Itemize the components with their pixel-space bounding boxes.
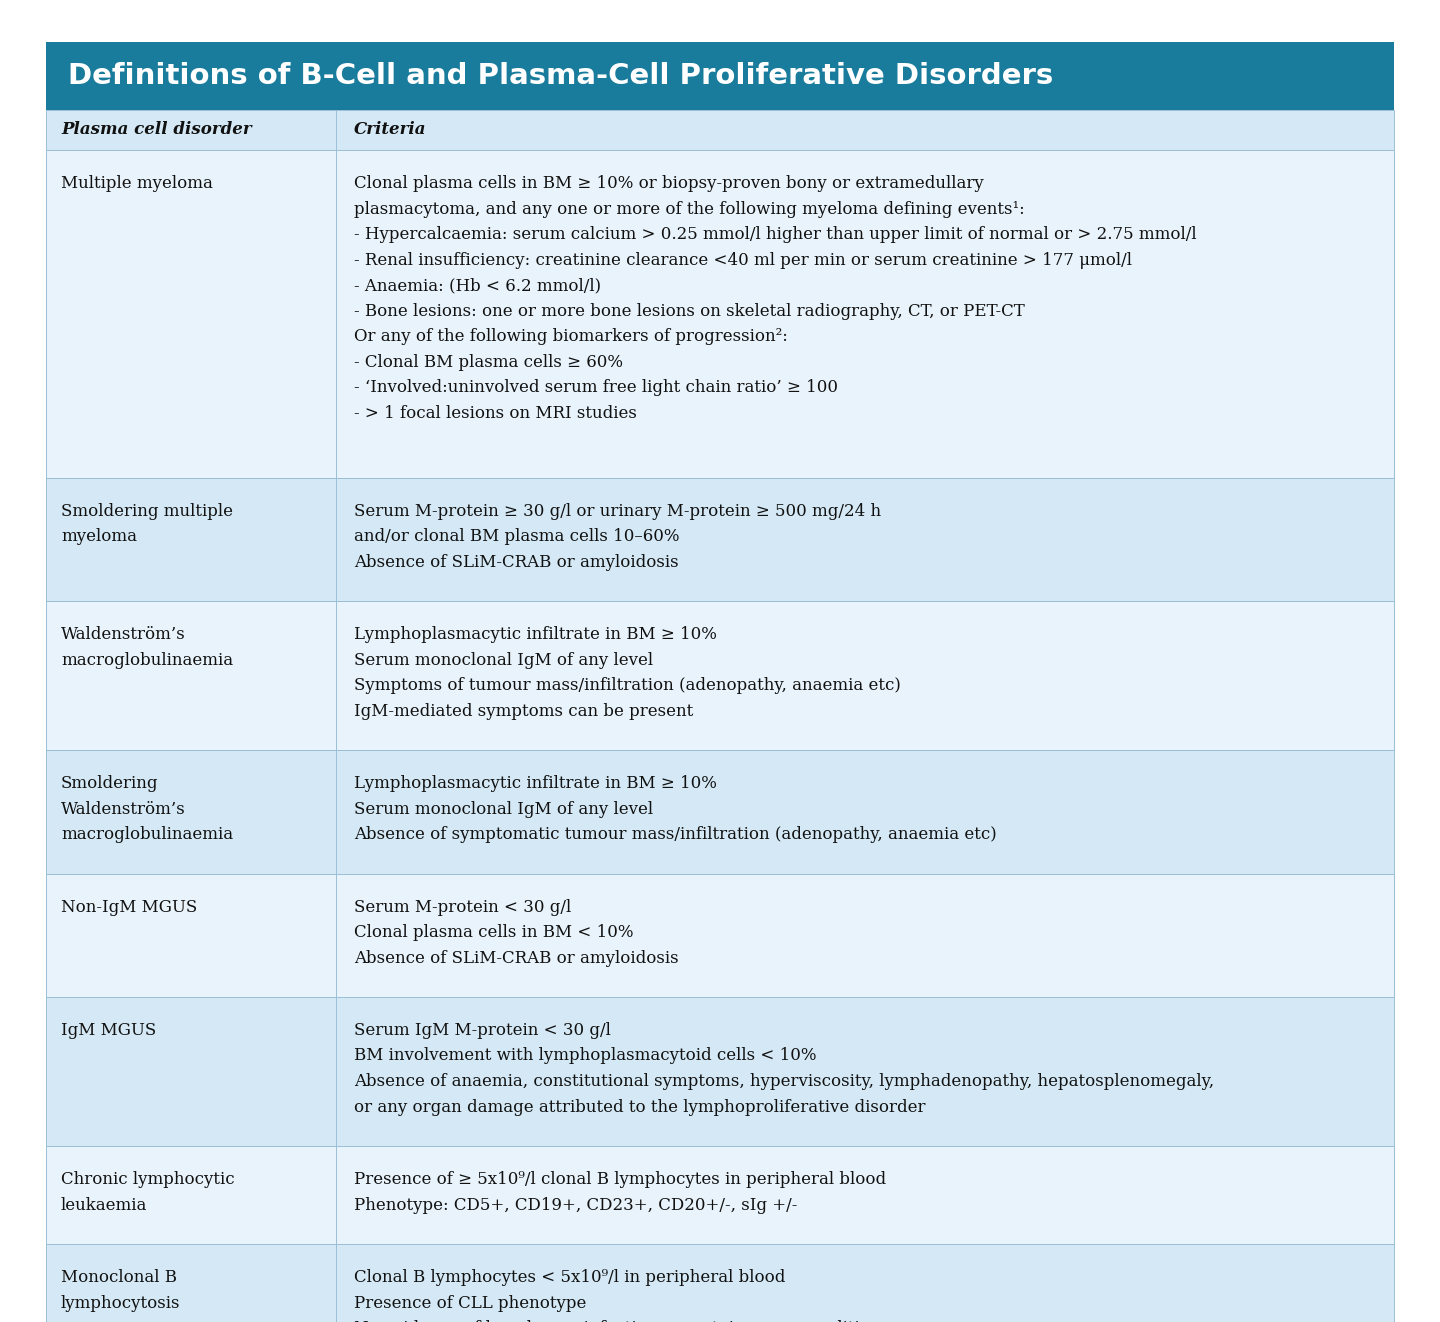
Bar bbox=[46, 42, 1394, 110]
Text: macroglobulinaemia: macroglobulinaemia bbox=[60, 826, 233, 843]
Text: - Renal insufficiency: creatinine clearance <40 ml per min or serum creatinine >: - Renal insufficiency: creatinine cleara… bbox=[354, 251, 1132, 268]
Text: Absence of SLiM-CRAB or amyloidosis: Absence of SLiM-CRAB or amyloidosis bbox=[354, 554, 678, 571]
Text: and/or clonal BM plasma cells 10–60%: and/or clonal BM plasma cells 10–60% bbox=[354, 527, 680, 545]
Text: Serum M-protein ≥ 30 g/l or urinary M-protein ≥ 500 mg/24 h: Serum M-protein ≥ 30 g/l or urinary M-pr… bbox=[354, 502, 881, 520]
Text: leukaemia: leukaemia bbox=[60, 1196, 147, 1214]
Text: Serum monoclonal IgM of any level: Serum monoclonal IgM of any level bbox=[354, 652, 652, 669]
Text: - Hypercalcaemia: serum calcium > 0.25 mmol/l higher than upper limit of normal : - Hypercalcaemia: serum calcium > 0.25 m… bbox=[354, 226, 1197, 243]
Text: Smoldering: Smoldering bbox=[60, 775, 158, 792]
Text: Absence of anaemia, constitutional symptoms, hyperviscosity, lymphadenopathy, he: Absence of anaemia, constitutional sympt… bbox=[354, 1073, 1214, 1091]
Text: - Clonal BM plasma cells ≥ 60%: - Clonal BM plasma cells ≥ 60% bbox=[354, 353, 624, 370]
Text: macroglobulinaemia: macroglobulinaemia bbox=[60, 652, 233, 669]
Text: myeloma: myeloma bbox=[60, 527, 137, 545]
Text: or any organ damage attributed to the lymphoproliferative disorder: or any organ damage attributed to the ly… bbox=[354, 1099, 926, 1116]
Text: Or any of the following biomarkers of progression²:: Or any of the following biomarkers of pr… bbox=[354, 328, 788, 345]
Text: Symptoms of tumour mass/infiltration (adenopathy, anaemia etc): Symptoms of tumour mass/infiltration (ad… bbox=[354, 677, 900, 694]
Text: - ‘Involved:uninvolved serum free light chain ratio’ ≥ 100: - ‘Involved:uninvolved serum free light … bbox=[354, 379, 838, 397]
Text: lymphocytosis: lymphocytosis bbox=[60, 1294, 180, 1311]
Bar bbox=[46, 602, 1394, 750]
Text: IgM MGUS: IgM MGUS bbox=[60, 1022, 157, 1039]
Bar bbox=[46, 1146, 1394, 1244]
Text: Multiple myeloma: Multiple myeloma bbox=[60, 175, 213, 192]
Text: Presence of ≥ 5x10⁹/l clonal B lymphocytes in peripheral blood: Presence of ≥ 5x10⁹/l clonal B lymphocyt… bbox=[354, 1171, 886, 1188]
Text: - Anaemia: (Hb < 6.2 mmol/l): - Anaemia: (Hb < 6.2 mmol/l) bbox=[354, 278, 600, 293]
Text: Definitions of B-Cell and Plasma-Cell Proliferative Disorders: Definitions of B-Cell and Plasma-Cell Pr… bbox=[68, 62, 1053, 90]
Text: plasmacytoma, and any one or more of the following myeloma defining events¹:: plasmacytoma, and any one or more of the… bbox=[354, 201, 1025, 218]
Text: Clonal B lymphocytes < 5x10⁹/l in peripheral blood: Clonal B lymphocytes < 5x10⁹/l in periph… bbox=[354, 1269, 785, 1286]
Text: Absence of SLiM-CRAB or amyloidosis: Absence of SLiM-CRAB or amyloidosis bbox=[354, 949, 678, 966]
Text: No evidence of lymphoma, infection, or autoimmune conditions: No evidence of lymphoma, infection, or a… bbox=[354, 1319, 888, 1322]
Text: Non-IgM MGUS: Non-IgM MGUS bbox=[60, 899, 197, 916]
Text: IgM-mediated symptoms can be present: IgM-mediated symptoms can be present bbox=[354, 702, 693, 719]
Text: Absence of symptomatic tumour mass/infiltration (adenopathy, anaemia etc): Absence of symptomatic tumour mass/infil… bbox=[354, 826, 996, 843]
Bar bbox=[46, 997, 1394, 1146]
Bar bbox=[46, 110, 1394, 149]
Text: Lymphoplasmacytic infiltrate in BM ≥ 10%: Lymphoplasmacytic infiltrate in BM ≥ 10% bbox=[354, 775, 717, 792]
Text: Criteria: Criteria bbox=[354, 122, 426, 139]
Text: Serum monoclonal IgM of any level: Serum monoclonal IgM of any level bbox=[354, 801, 652, 817]
Text: Serum IgM M-protein < 30 g/l: Serum IgM M-protein < 30 g/l bbox=[354, 1022, 611, 1039]
Text: - Bone lesions: one or more bone lesions on skeletal radiography, CT, or PET-CT: - Bone lesions: one or more bone lesions… bbox=[354, 303, 1025, 320]
Text: Presence of CLL phenotype: Presence of CLL phenotype bbox=[354, 1294, 586, 1311]
Text: Lymphoplasmacytic infiltrate in BM ≥ 10%: Lymphoplasmacytic infiltrate in BM ≥ 10% bbox=[354, 627, 717, 642]
Bar bbox=[46, 874, 1394, 997]
Bar bbox=[46, 477, 1394, 602]
Text: Waldenström’s: Waldenström’s bbox=[60, 627, 186, 642]
Bar bbox=[46, 149, 1394, 477]
Text: Clonal plasma cells in BM < 10%: Clonal plasma cells in BM < 10% bbox=[354, 924, 634, 941]
Text: BM involvement with lymphoplasmacytoid cells < 10%: BM involvement with lymphoplasmacytoid c… bbox=[354, 1047, 816, 1064]
Text: Clonal plasma cells in BM ≥ 10% or biopsy-proven bony or extramedullary: Clonal plasma cells in BM ≥ 10% or biops… bbox=[354, 175, 984, 192]
Text: - > 1 focal lesions on MRI studies: - > 1 focal lesions on MRI studies bbox=[354, 405, 636, 422]
Text: Chronic lymphocytic: Chronic lymphocytic bbox=[60, 1171, 235, 1188]
Text: Phenotype: CD5+, CD19+, CD23+, CD20+/-, sIg +/-: Phenotype: CD5+, CD19+, CD23+, CD20+/-, … bbox=[354, 1196, 798, 1214]
Text: Smoldering multiple: Smoldering multiple bbox=[60, 502, 233, 520]
Text: Serum M-protein < 30 g/l: Serum M-protein < 30 g/l bbox=[354, 899, 572, 916]
Text: Plasma cell disorder: Plasma cell disorder bbox=[60, 122, 252, 139]
Text: Monoclonal B: Monoclonal B bbox=[60, 1269, 177, 1286]
Bar bbox=[46, 1244, 1394, 1322]
Bar bbox=[46, 750, 1394, 874]
Text: Waldenström’s: Waldenström’s bbox=[60, 801, 186, 817]
